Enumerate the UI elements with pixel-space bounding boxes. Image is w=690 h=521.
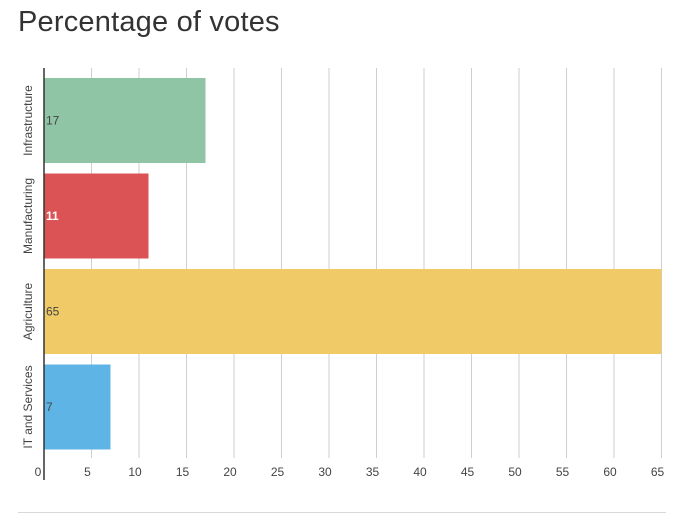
x-tick-label: 30	[318, 465, 332, 479]
x-tick-label: 5	[84, 465, 91, 479]
data-label: 7	[46, 400, 53, 414]
x-axis-ticks: 0 5 10 15 20 25 30 35 40 45 50 55 60 65	[35, 465, 665, 479]
x-tick-label: 15	[176, 465, 190, 479]
category-labels: Infrastructure Manufacturing Agriculture IT…	[21, 85, 35, 449]
category-label: IT and Services	[21, 365, 35, 448]
x-tick-label: 40	[413, 465, 427, 479]
x-tick-label: 20	[223, 465, 237, 479]
x-tick-label: 0	[35, 465, 42, 479]
data-label: 17	[46, 114, 60, 128]
bar-manufacturing	[44, 173, 149, 259]
chart-title: Percentage of votes	[18, 6, 280, 38]
category-label: Agriculture	[21, 282, 35, 340]
x-tick-label: 60	[603, 465, 617, 479]
category-label: Infrastructure	[21, 85, 35, 156]
x-tick-label: 45	[461, 465, 475, 479]
category-label: Manufacturing	[21, 178, 35, 254]
x-tick-label: 65	[651, 465, 665, 479]
bar-agriculture	[44, 269, 662, 354]
x-tick-label: 10	[128, 465, 142, 479]
x-tick-label: 55	[556, 465, 570, 479]
footer-divider	[18, 512, 666, 513]
bar-infrastructure	[44, 78, 206, 163]
x-tick-label: 35	[366, 465, 380, 479]
data-label: 65	[46, 305, 60, 319]
bars	[44, 78, 662, 450]
bar-it-and-services	[44, 364, 111, 450]
x-tick-label: 50	[508, 465, 522, 479]
data-labels: 17 11 65 7	[46, 114, 60, 415]
x-tick-label: 25	[271, 465, 285, 479]
data-label: 11	[46, 209, 59, 223]
